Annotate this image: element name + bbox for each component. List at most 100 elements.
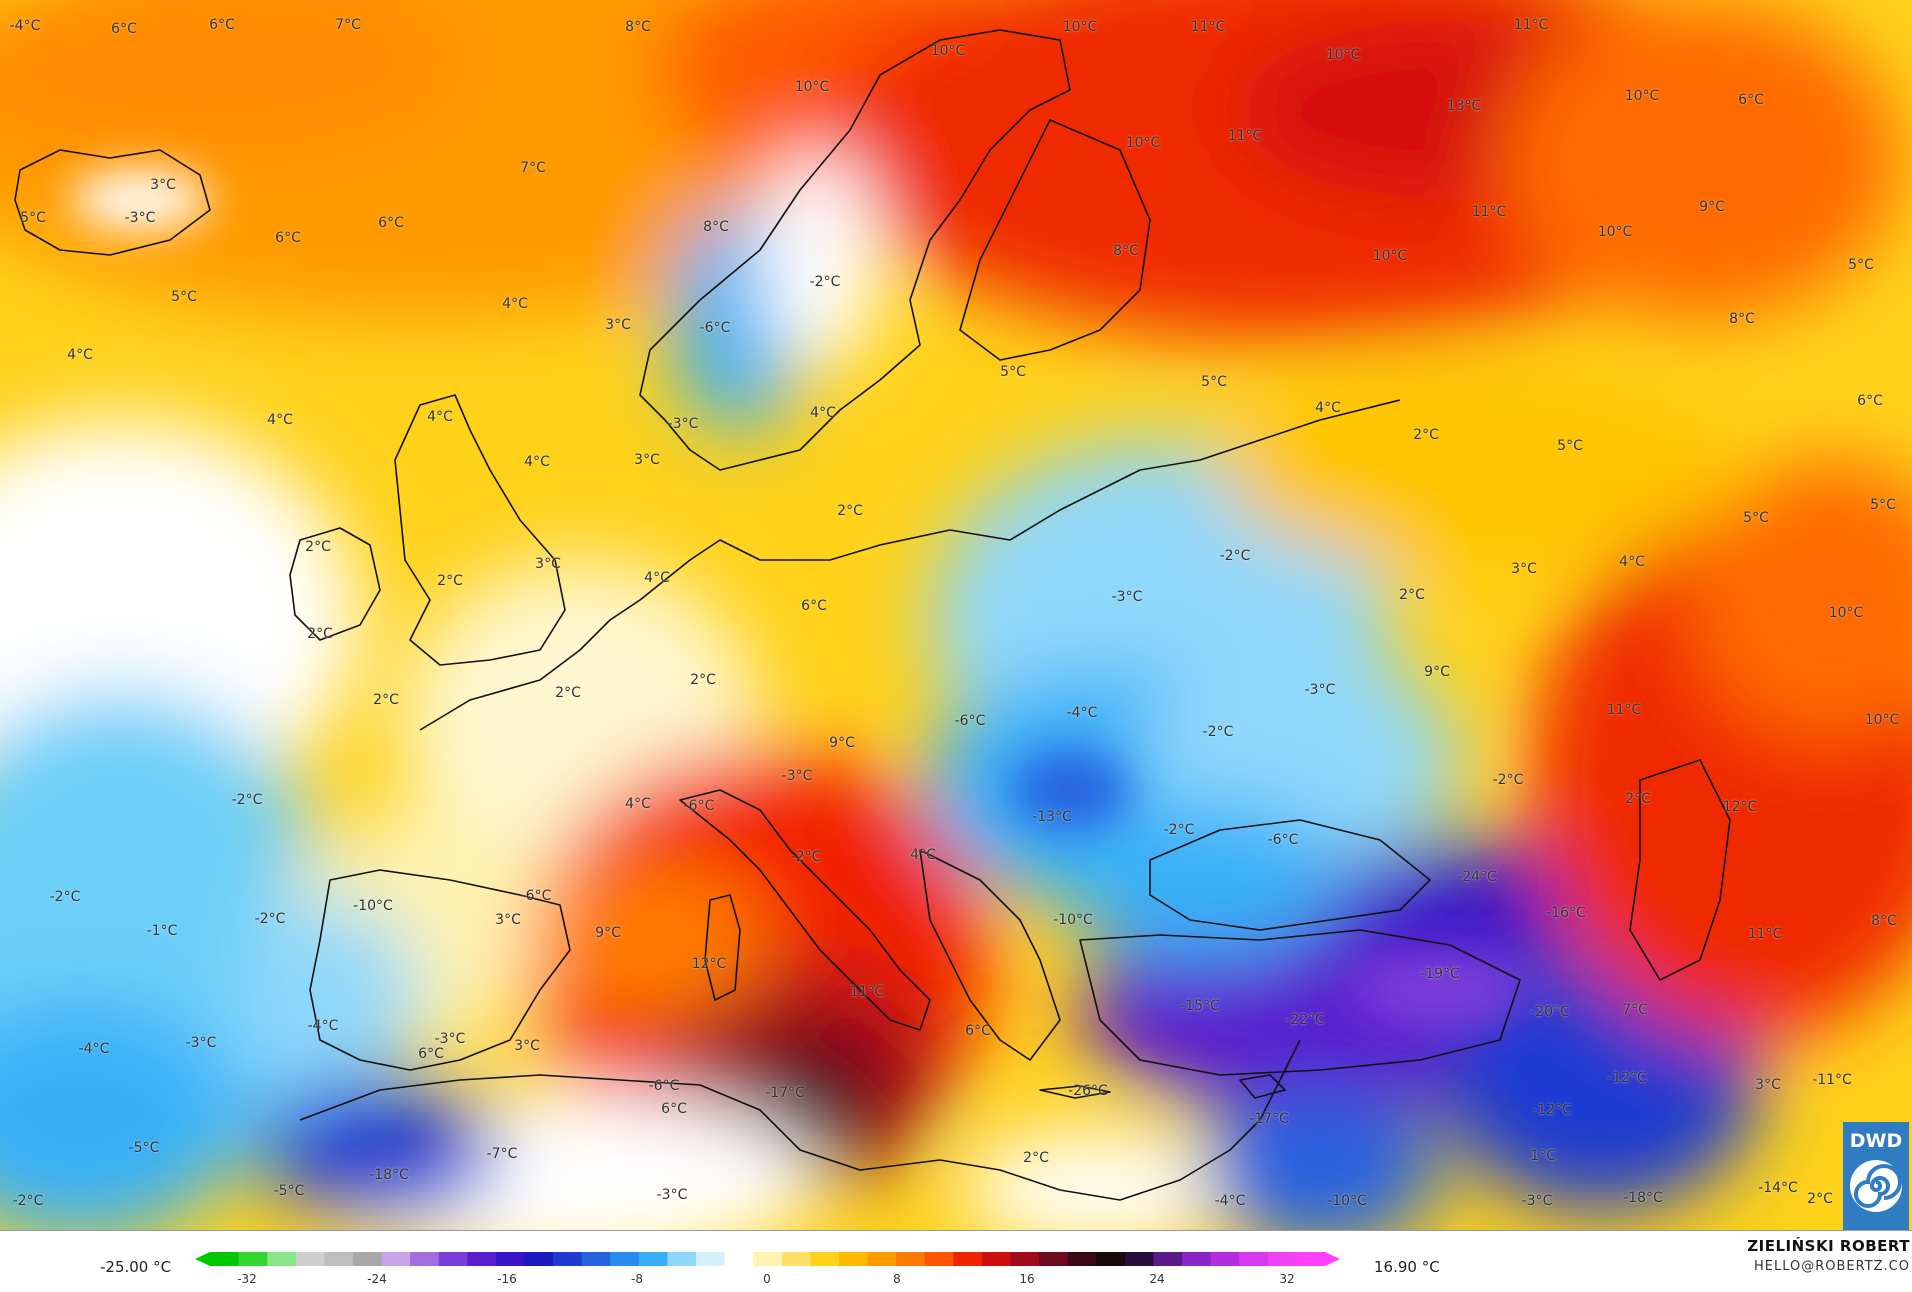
colorbar-swatch [1296, 1252, 1326, 1266]
temperature-label: 5°C [171, 289, 197, 305]
colorbar-swatch [667, 1252, 697, 1266]
temperature-label: -7°C [486, 1146, 518, 1162]
colorbar-swatch [467, 1252, 497, 1266]
temperature-label: -3°C [667, 416, 699, 432]
temperature-label: 2°C [1399, 587, 1425, 603]
temperature-label: 4°C [67, 347, 93, 363]
colorbar-swatch [495, 1252, 525, 1266]
temperature-label: -22°C [1285, 1012, 1325, 1028]
temperature-label: 4°C [625, 796, 651, 812]
colorbar-swatch [1267, 1252, 1297, 1266]
temperature-label: 2°C [307, 626, 333, 642]
temperature-label: -2°C [1492, 772, 1524, 788]
temperature-label: 6°C [275, 230, 301, 246]
temperature-label: 2°C [305, 539, 331, 555]
temperature-label: 2°C [837, 503, 863, 519]
colorbar-swatch [753, 1252, 783, 1266]
temperature-label: -12°C [1532, 1102, 1572, 1118]
author-email: HELLO@ROBERTZ.CO [1753, 1259, 1910, 1274]
temperature-label: 2°C [690, 672, 716, 688]
temperature-label: -6°C [520, 888, 552, 904]
temperature-label: 10°C [1372, 248, 1408, 264]
temperature-label: -10°C [1053, 912, 1093, 928]
temperature-label: 2°C [1413, 427, 1439, 443]
colorbar-max-label: 16.90 °C [1374, 1258, 1440, 1276]
colorbar [195, 1252, 1340, 1266]
temperature-label: -5°C [128, 1140, 160, 1156]
temperature-label: -13°C [1032, 809, 1072, 825]
colorbar-swatch [724, 1252, 754, 1266]
colorbar-tick-label: 0 [763, 1272, 771, 1286]
temperature-label: -14°C [1758, 1180, 1798, 1196]
colorbar-tick-label: 32 [1279, 1272, 1295, 1286]
temperature-label: 11°C [1606, 702, 1642, 718]
temperature-label: -2°C [254, 911, 286, 927]
colorbar-swatch [924, 1252, 954, 1266]
temperature-label: 5°C [1557, 438, 1583, 454]
temperature-label: 11°C [1747, 926, 1783, 942]
temperature-label: 4°C [267, 412, 293, 428]
temperature-label: 10°C [1864, 712, 1900, 728]
temperature-label: 7°C [335, 17, 361, 33]
temperature-label: -18°C [1623, 1190, 1663, 1206]
colorbar-swatch [1096, 1252, 1126, 1266]
temperature-label: 13°C [1446, 98, 1482, 114]
temperature-label: 10°C [1325, 47, 1361, 63]
colorbar-swatch [1210, 1252, 1240, 1266]
temperature-label: -3°C [1304, 682, 1336, 698]
temperature-label: -4°C [9, 18, 41, 34]
colorbar-swatch [524, 1252, 554, 1266]
colorbar-swatch [295, 1252, 325, 1266]
colorbar-swatch [238, 1252, 268, 1266]
temperature-label: 2°C [373, 692, 399, 708]
temperature-label: -6°C [699, 320, 731, 336]
dwd-logo-text: DWD [1849, 1130, 1903, 1152]
temperature-label: 4°C [427, 409, 453, 425]
temperature-label: 10°C [1597, 224, 1633, 240]
temperature-map: -4°C 6°C 6°C 7°C 8°C 10°C 10°C 11°C 11°C 10°C 10°C… [0, 0, 1912, 1230]
temperature-label: 5°C [1870, 497, 1896, 513]
spiral-icon [1850, 1160, 1902, 1212]
temperature-label: -6°C [683, 798, 715, 814]
colorbar-swatch [381, 1252, 411, 1266]
colorbar-swatch [896, 1252, 926, 1266]
colorbar-swatch [438, 1252, 468, 1266]
temperature-label: -2°C [809, 274, 841, 290]
temperature-label: 4°C [910, 847, 936, 863]
temperature-label: 5°C [20, 210, 46, 226]
colorbar-swatch [1067, 1252, 1097, 1266]
temperature-field [0, 0, 1912, 1230]
temperature-label: 11°C [1190, 19, 1226, 35]
colorbar-tick-label: 8 [893, 1272, 901, 1286]
colorbar-max-arrow [1325, 1252, 1340, 1266]
colorbar-swatch [953, 1252, 983, 1266]
temperature-label: -26°C [1068, 1083, 1108, 1099]
colorbar-swatch [1239, 1252, 1269, 1266]
temperature-label: 2°C [1807, 1191, 1833, 1207]
temperature-label: -10°C [353, 898, 393, 914]
colorbar-swatch [810, 1252, 840, 1266]
colorbar-swatch [324, 1252, 354, 1266]
colorbar-swatch [981, 1252, 1012, 1266]
temperature-label: -17°C [765, 1085, 805, 1101]
colorbar-swatch [1010, 1252, 1040, 1266]
temperature-label: 2°C [555, 685, 581, 701]
temperature-label: 5°C [1743, 510, 1769, 526]
temperature-label: 10°C [1624, 88, 1660, 104]
temperature-label: 12°C [691, 956, 727, 972]
temperature-label: -1°C [146, 923, 178, 939]
temperature-label: -3°C [124, 210, 156, 226]
temperature-label: -10°C [1327, 1193, 1367, 1209]
author-credit: ZIELIŃSKI ROBERT HELLO@ROBERTZ.CO [1747, 1237, 1910, 1274]
colorbar-swatch [1182, 1252, 1212, 1266]
colorbar-swatch [581, 1252, 611, 1266]
colorbar-tick-label: 24 [1149, 1272, 1165, 1286]
temperature-label: -3°C [656, 1187, 688, 1203]
temperature-label: -12°C [1607, 1070, 1647, 1086]
temperature-label: -6°C [954, 713, 986, 729]
temperature-label: 7°C [520, 160, 546, 176]
temperature-label: 6°C [111, 21, 137, 37]
temperature-label: -2°C [1163, 822, 1195, 838]
temperature-label: -3°C [1111, 589, 1143, 605]
temperature-label: 11°C [1227, 128, 1263, 144]
